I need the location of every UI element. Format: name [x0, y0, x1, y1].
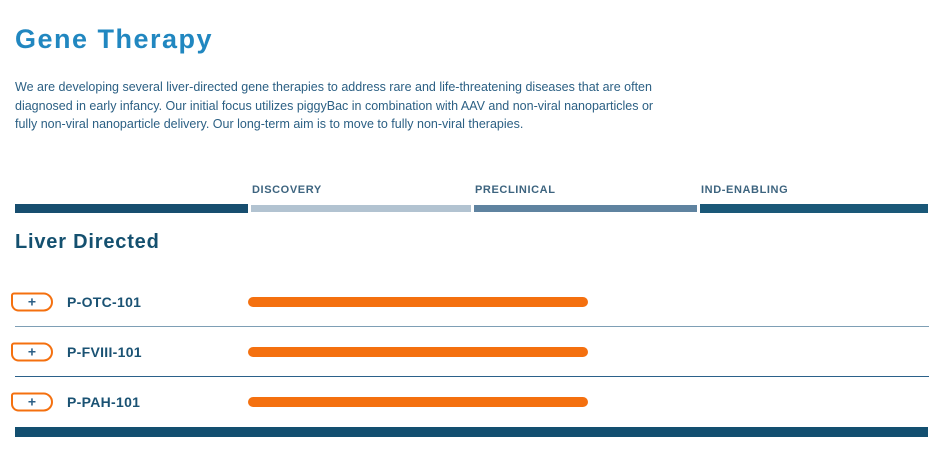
stage-track: [15, 204, 928, 213]
row-divider: [15, 326, 929, 327]
track-segment-ind-enabling: [700, 204, 928, 213]
expand-button[interactable]: +: [11, 292, 53, 312]
section-title-liver-directed: Liver Directed: [15, 231, 160, 253]
intro-line-2: diagnosed in early infancy. Our initial …: [15, 98, 654, 113]
program-rows: + P-OTC-101 + P-FVIII-101 + P-PAH-101: [0, 277, 945, 427]
program-row-p-fviii-101: + P-FVIII-101: [0, 327, 945, 377]
program-row-p-otc-101: + P-OTC-101: [0, 277, 945, 327]
track-segment-discovery: [251, 205, 471, 212]
track-segment-preclinical: [474, 205, 697, 212]
row-divider: [15, 376, 929, 377]
page-title: Gene Therapy: [15, 24, 214, 54]
expand-button[interactable]: +: [11, 392, 53, 412]
intro-paragraph: We are developing several liver-directed…: [15, 78, 653, 134]
intro-line-3: fully non-viral nanoparticle delivery. O…: [15, 117, 524, 131]
track-segment-intro: [15, 204, 248, 213]
progress-bar: [248, 297, 588, 307]
program-name: P-PAH-101: [67, 394, 141, 410]
bottom-divider-bar: [15, 427, 928, 437]
progress-bar: [248, 347, 588, 357]
program-row-p-pah-101: + P-PAH-101: [0, 377, 945, 427]
program-name: P-FVIII-101: [67, 344, 142, 360]
intro-line-1: We are developing several liver-directed…: [15, 80, 652, 94]
stage-header-discovery: DISCOVERY: [252, 184, 322, 196]
progress-bar: [248, 397, 588, 407]
expand-button[interactable]: +: [11, 342, 53, 362]
stage-header-ind-enabling: IND-ENABLING: [701, 184, 789, 196]
program-name: P-OTC-101: [67, 294, 142, 310]
stage-header-preclinical: PRECLINICAL: [475, 184, 556, 196]
